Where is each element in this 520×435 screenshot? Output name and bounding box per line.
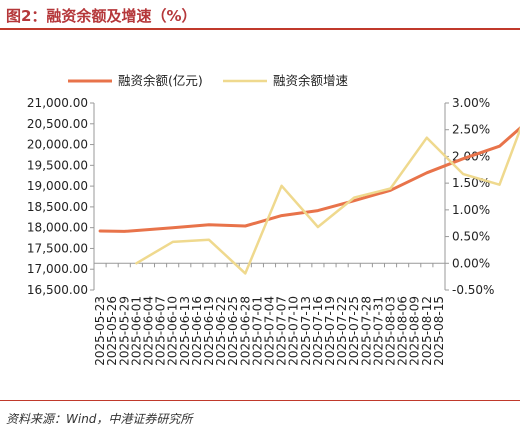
y-left-tick-label: 18,000.00 <box>27 221 88 235</box>
series-line-growth <box>135 126 520 275</box>
x-tick-label: 2025-06-04 <box>141 296 155 366</box>
x-tick-label: 2025-08-15 <box>432 296 446 366</box>
y-left-tick-label: 20,500.00 <box>27 117 88 131</box>
x-tick-label: 2025-06-10 <box>166 296 180 366</box>
x-tick-label: 2025-06-22 <box>214 296 228 366</box>
chart-title: 图2：融资余额及增速（%） <box>6 7 197 25</box>
x-tick-label: 2025-07-13 <box>299 296 313 366</box>
y-right-tick-label: -0.50% <box>452 283 494 297</box>
y-right-tick-label: 1.50% <box>452 176 490 190</box>
x-tick-label: 2025-06-07 <box>154 296 168 366</box>
x-tick-label: 2025-08-12 <box>420 296 434 366</box>
x-tick-label: 2025-05-26 <box>105 296 119 366</box>
x-tick-label: 2025-07-19 <box>323 296 337 366</box>
x-tick-label: 2025-07-16 <box>311 296 325 366</box>
x-tick-label: 2025-06-13 <box>178 296 192 366</box>
x-tick-label: 2025-07-01 <box>250 296 264 366</box>
y-left-tick-label: 18,500.00 <box>27 200 88 214</box>
axes: 21,000.00 20,500.00 20,000.00 19,500.00 19,0… <box>27 96 495 366</box>
x-tick-label: 2025-08-03 <box>384 296 398 366</box>
y-left-tick-label: 20,000.00 <box>27 138 88 152</box>
title-bar: 图2：融资余额及增速（%） <box>0 0 520 30</box>
x-tick-label: 2025-07-04 <box>263 296 277 366</box>
x-tick-label: 2025-08-09 <box>408 296 422 366</box>
x-tick-label: 2025-07-07 <box>275 296 289 366</box>
chart-canvas: 融资余额(亿元) 融资余额增速 21,000.00 20,500.00 20,000.… <box>27 73 520 366</box>
y-right-tick-label: 0.50% <box>452 230 490 244</box>
legend-label-growth: 融资余额增速 <box>273 73 349 88</box>
x-tick-label: 2025-06-25 <box>226 296 240 366</box>
y-right-tick-label: 0.00% <box>452 256 490 270</box>
x-tick-label: 2025-07-28 <box>359 296 373 366</box>
x-tick-label: 2025-05-29 <box>117 296 131 366</box>
y-right-tick-label: 3.00% <box>452 96 490 110</box>
y-left-tick-label: 19,500.00 <box>27 158 88 172</box>
y-left-tick-label: 17,500.00 <box>27 241 88 255</box>
legend-label-balance: 融资余额(亿元) <box>118 73 203 88</box>
x-tick-label: 2025-05-23 <box>93 296 107 366</box>
x-tick-label: 2025-06-16 <box>190 296 204 366</box>
y-left-tick-label: 16,500.00 <box>27 283 88 297</box>
x-tick-label: 2025-07-10 <box>287 296 301 366</box>
y-left-tick-label: 19,000.00 <box>27 179 88 193</box>
footer-divider <box>0 400 520 401</box>
series-layer <box>98 126 520 275</box>
x-tick-label: 2025-07-31 <box>371 296 385 366</box>
x-tick-label: 2025-07-25 <box>347 296 361 366</box>
y-left-tick-label: 17,000.00 <box>27 262 88 276</box>
series-line-balance <box>98 126 520 233</box>
x-tick-label: 2025-06-01 <box>129 296 143 366</box>
x-tick-label: 2025-06-28 <box>238 296 252 366</box>
x-tick-label: 2025-07-22 <box>335 296 349 366</box>
source-note: 资料来源：Wind，中港证券研究所 <box>6 412 193 426</box>
x-tick-label: 2025-06-19 <box>202 296 216 366</box>
legend: 融资余额(亿元) 融资余额增速 <box>68 73 349 88</box>
y-right-tick-label: 2.50% <box>452 123 490 137</box>
x-tick-label: 2025-08-06 <box>396 296 410 366</box>
y-right-tick-label: 1.00% <box>452 203 490 217</box>
y-left-tick-label: 21,000.00 <box>27 96 88 110</box>
